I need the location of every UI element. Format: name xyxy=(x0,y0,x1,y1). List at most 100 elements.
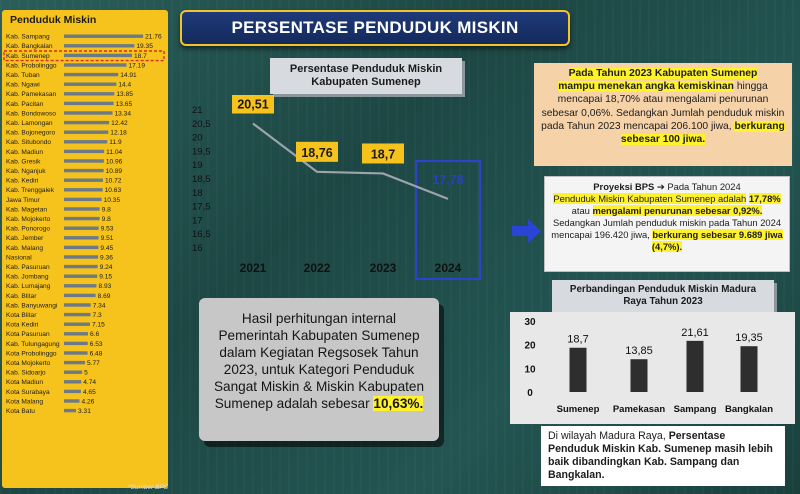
trend-title-line-1: Persentase Penduduk Miskin xyxy=(289,63,443,75)
madura-bar-label: 13,85 xyxy=(625,345,653,357)
ranking-bar xyxy=(64,120,110,125)
ranking-bar xyxy=(64,236,99,240)
box2-highlight: berkurang sebesar 9.689 jiwa (4,7%). xyxy=(651,229,783,252)
ranking-value: 11.04 xyxy=(106,149,122,156)
ranking-label: Kota Probolinggo xyxy=(6,350,57,357)
x-tick-label: 2022 xyxy=(304,261,331,275)
ranking-value: 11.9 xyxy=(109,139,122,146)
ranking-label: Kab. Lamongan xyxy=(6,120,53,127)
ranking-row: Kota Batu 3.31 xyxy=(6,408,91,415)
box2-subject: Penduduk Miskin Kabupaten Sumenep adalah xyxy=(553,193,747,204)
box3-lead: Di wilayah Madura Raya, xyxy=(548,430,666,442)
ranking-row: Nasional 9.36 xyxy=(6,254,113,261)
ranking-bar xyxy=(64,341,88,346)
ranking-bar xyxy=(64,207,100,211)
ranking-value: 5 xyxy=(84,370,88,377)
ranking-value: 9.8 xyxy=(102,206,111,213)
y-tick-label: 21 xyxy=(192,105,203,116)
y-tick-label: 16,5 xyxy=(192,229,211,240)
ranking-label: Kab. Bojonegoro xyxy=(6,130,55,137)
madura-title-line-2: Raya Tahun 2023 xyxy=(623,296,703,307)
madura-bar-group: 18,7 Sumenep xyxy=(557,334,600,415)
trend-point-label-bg xyxy=(362,143,404,164)
ranking-bar xyxy=(64,149,105,154)
ranking-row: Kab. Tuban 14.91 xyxy=(6,72,137,79)
ranking-label: Nasional xyxy=(6,254,32,261)
ranking-value: 12.42 xyxy=(111,120,128,127)
ranking-bar xyxy=(64,293,96,298)
ranking-label: Kota Malang xyxy=(6,398,43,405)
poverty-ranking-panel: Penduduk Miskin Kab. Sampang 21.76 Kab. Ba… xyxy=(2,10,168,488)
ranking-bar xyxy=(64,101,114,106)
ranking-value: 10.63 xyxy=(105,187,122,194)
ranking-value: 4.26 xyxy=(81,398,94,405)
ranking-label: Kab. Ponorogo xyxy=(6,226,50,233)
ranking-value: 14.91 xyxy=(120,72,137,79)
ranking-row: Kab. Probolinggo 17.19 xyxy=(6,62,145,69)
trend-point: 20,51 xyxy=(232,95,274,114)
ranking-value: 13.34 xyxy=(115,110,132,117)
ranking-row: Kota Kediri 7.15 xyxy=(6,322,105,329)
ranking-value: 19.35 xyxy=(136,43,153,50)
madura-title-line-1: Perbandingan Penduduk Miskin Madura xyxy=(569,284,757,295)
ranking-row: Kota Madiun 4.74 xyxy=(6,379,96,386)
ranking-value: 9.8 xyxy=(102,216,111,223)
ranking-row: Kab. Bondowoso 13.34 xyxy=(6,110,131,117)
ranking-label: Kab. Sumenep xyxy=(6,53,50,60)
madura-bar xyxy=(569,347,587,392)
ranking-label: Kab. Kediri xyxy=(6,178,39,185)
ranking-row: Kota Blitar 7.3 xyxy=(6,312,102,319)
ranking-row: Kab. Sampang 21.76 xyxy=(6,34,162,41)
box2-decrease: mengalami penurunan sebesar 0,92%. xyxy=(592,205,763,216)
ranking-value: 21.76 xyxy=(145,34,162,41)
box1-line-1: Pada Tahun 2023 Kabupaten Sumenep xyxy=(568,68,758,79)
ranking-row: Kab. Malang 9.45 xyxy=(6,245,114,252)
ranking-row: Kab. Mojokerto 9.8 xyxy=(6,216,111,223)
y-tick-label: 19 xyxy=(192,160,203,171)
ranking-label: Kota Blitar xyxy=(6,312,37,319)
madura-bar-label: 19,35 xyxy=(735,332,763,344)
ranking-bar xyxy=(64,370,83,374)
box1-body: hingga mencapai 18,70% atau mengalami pe… xyxy=(541,81,785,132)
ranking-bar xyxy=(64,399,80,403)
ranking-value: 9.53 xyxy=(101,226,114,233)
ranking-bar xyxy=(64,168,104,173)
madura-category-label: Sumenep xyxy=(557,404,600,415)
ranking-bar xyxy=(64,159,104,163)
ranking-value: 9.51 xyxy=(101,235,114,242)
box2-year: Pada Tahun 2024 xyxy=(664,181,741,192)
info-box-madura: Di wilayah Madura Raya, Persentase Pendu… xyxy=(541,426,785,486)
ranking-row: Kab. Ngawi 14.4 xyxy=(6,82,132,89)
ranking-label: Kab. Malang xyxy=(6,245,43,252)
trend-point: 17,78 xyxy=(432,173,463,187)
ranking-value: 7.3 xyxy=(93,312,102,319)
ranking-row: Kota Pasuruan 6.6 xyxy=(6,331,99,338)
ranking-value: 7.34 xyxy=(93,302,106,309)
ranking-label: Kab. Ngawi xyxy=(6,82,40,89)
ranking-row: Kab. Blitar 8.69 xyxy=(6,293,111,300)
madura-y-tick: 20 xyxy=(524,341,536,352)
ranking-bar xyxy=(64,34,144,38)
trend-point: 18,7 xyxy=(362,143,404,164)
ranking-row: Kab. Gresik 10.96 xyxy=(6,158,123,165)
ranking-bar xyxy=(64,178,103,182)
ranking-value: 13.85 xyxy=(116,91,133,98)
ranking-bar xyxy=(64,264,98,269)
ranking-label: Kota Kediri xyxy=(6,322,39,329)
ranking-label: Kab. Banyuwangi xyxy=(6,302,58,309)
ranking-label: Kab. Bangkalan xyxy=(6,43,53,50)
ranking-bar xyxy=(64,303,91,307)
ranking-value: 18.7 xyxy=(134,53,147,60)
ranking-label: Kota Madiun xyxy=(6,379,43,386)
madura-category-label: Bangkalan xyxy=(725,404,773,415)
ranking-highlight xyxy=(3,50,165,62)
ranking-row: Kab. Pacitan 13.65 xyxy=(6,101,132,108)
ranking-label: Kab. Pamekasan xyxy=(6,91,57,98)
ranking-bar xyxy=(64,351,88,355)
ranking-row: Kota Surabaya 4.65 xyxy=(6,389,96,396)
callout-text: Hasil perhitungan internal Pemerintah Ka… xyxy=(213,311,425,411)
ranking-label: Kab. Tulungagung xyxy=(6,341,60,348)
ranking-row: Kab. Madiun 11.04 xyxy=(6,149,122,156)
ranking-value: 9.45 xyxy=(100,245,113,252)
ranking-value: 13.65 xyxy=(116,101,133,108)
